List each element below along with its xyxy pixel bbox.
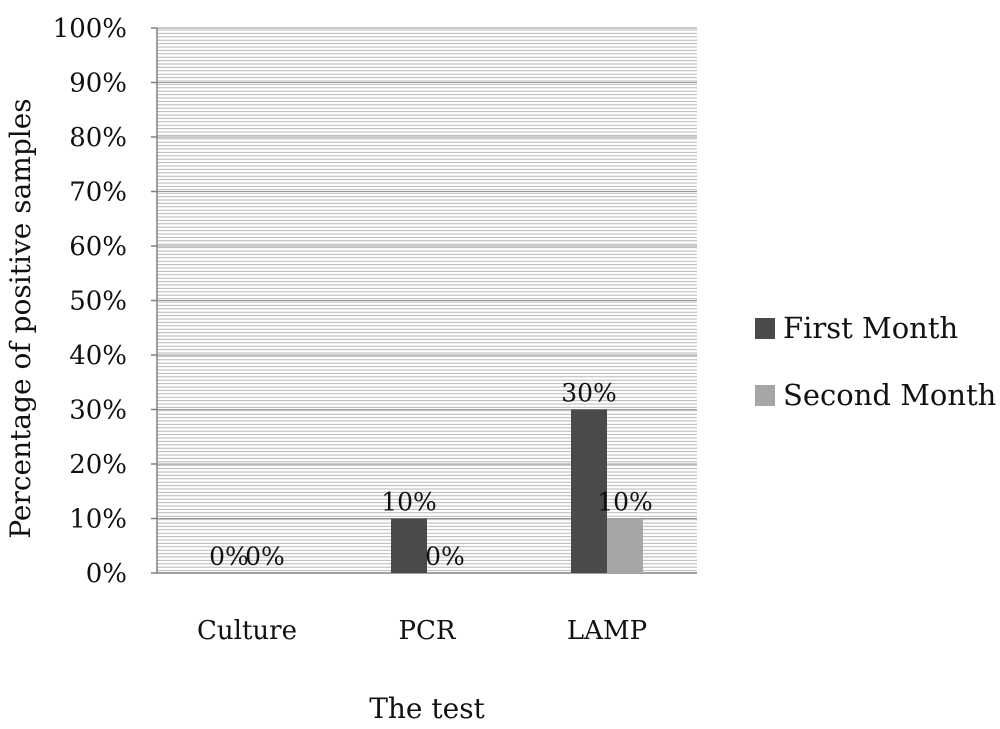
bar-first-month	[571, 409, 607, 573]
data-label: 30%	[561, 379, 617, 408]
x-category-label: PCR	[399, 616, 457, 646]
y-tick-label: 70%	[69, 178, 127, 208]
legend-label: Second Month	[783, 378, 996, 412]
y-tick-label: 20%	[69, 450, 127, 480]
data-label: 0%	[245, 542, 285, 571]
x-category-label: Culture	[197, 616, 297, 646]
y-axis-title: Percentage of positive samples	[4, 98, 37, 538]
y-tick-label: 100%	[53, 14, 127, 44]
x-category-label: LAMP	[567, 616, 647, 646]
y-tick-label: 50%	[69, 287, 127, 317]
x-axis-title: The test	[369, 692, 485, 725]
y-tick-label: 60%	[69, 232, 127, 262]
y-tick-label: 80%	[69, 123, 127, 153]
legend-swatch	[755, 318, 775, 339]
data-label: 0%	[209, 542, 249, 571]
y-tick-label: 10%	[69, 505, 127, 535]
bar-first-month	[391, 518, 427, 573]
legend-label: First Month	[783, 311, 958, 345]
data-label: 0%	[425, 542, 465, 571]
y-tick-label: 90%	[69, 69, 127, 99]
y-tick-label: 0%	[86, 559, 127, 589]
data-label: 10%	[381, 488, 437, 517]
y-tick-label: 40%	[69, 341, 127, 371]
legend-swatch	[755, 385, 775, 406]
bar-second-month	[607, 518, 643, 573]
y-tick-label: 30%	[69, 396, 127, 426]
data-label: 10%	[597, 488, 653, 517]
